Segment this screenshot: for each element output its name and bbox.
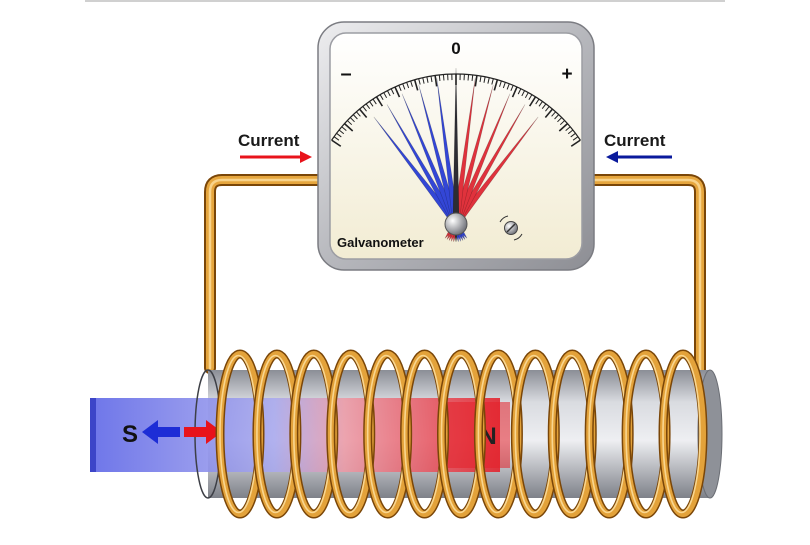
current-arrow-right bbox=[606, 151, 672, 163]
galvanometer: 0 – + Galvanometer bbox=[318, 22, 594, 270]
scale-tick bbox=[468, 75, 469, 81]
needle-pivot bbox=[445, 213, 467, 235]
meter-plus-label: + bbox=[561, 64, 572, 85]
scale-tick bbox=[443, 75, 444, 81]
galvanometer-label: Galvanometer bbox=[337, 235, 424, 250]
magnet-south-label: S bbox=[122, 421, 138, 448]
current-arrow-left bbox=[240, 151, 312, 163]
current-label-left: Current bbox=[238, 131, 300, 150]
meter-minus-label: – bbox=[340, 63, 351, 85]
meter-zero-label: 0 bbox=[451, 39, 460, 58]
scale-tick bbox=[472, 75, 473, 81]
scale-tick bbox=[439, 75, 440, 81]
current-label-right: Current bbox=[604, 131, 666, 150]
